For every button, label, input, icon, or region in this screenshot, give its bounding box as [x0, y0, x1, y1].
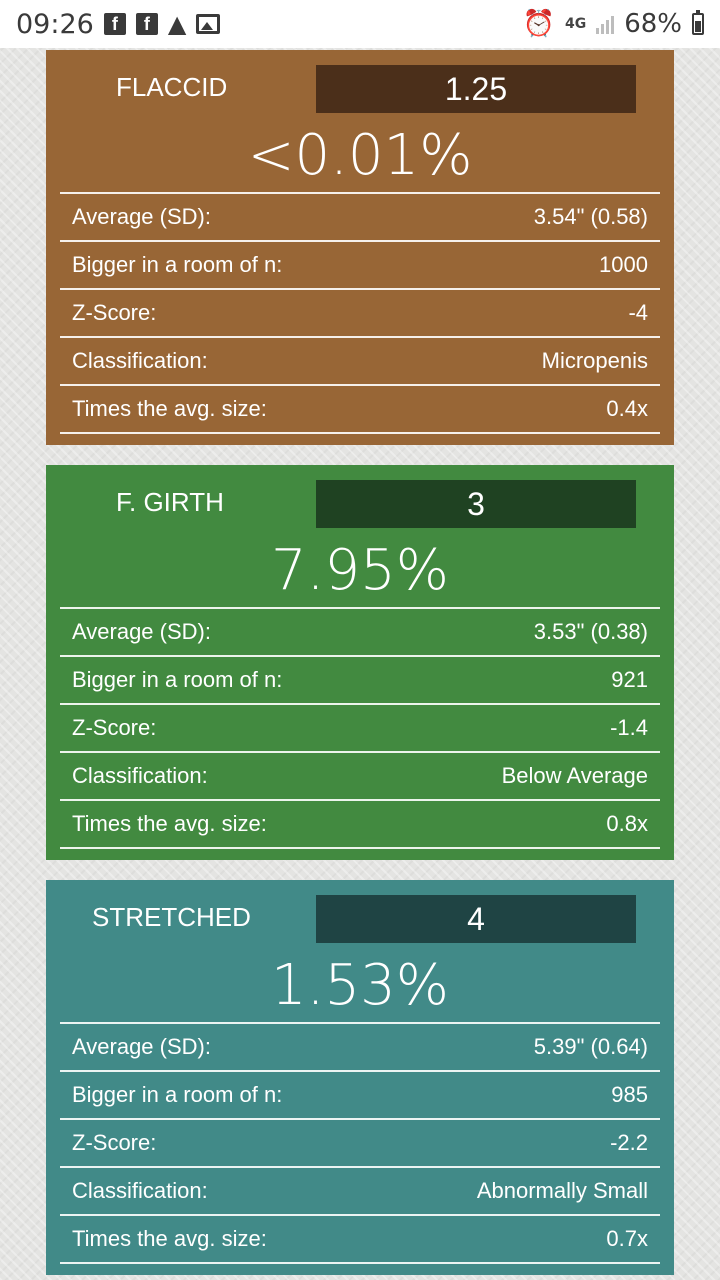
row-value: -1.4 [610, 715, 648, 740]
table-row: Times the avg. size: 0.4x [60, 386, 660, 434]
percentile-value: 1.53% [271, 953, 449, 1018]
alarm-icon: ⏰ [522, 9, 555, 39]
battery-icon [692, 10, 704, 35]
status-time: 09:26 [16, 8, 94, 40]
length-input[interactable]: 1.25 [316, 65, 636, 113]
row-label: Times the avg. size: [72, 396, 267, 421]
table-row: Z-Score: -2.2 [60, 1120, 660, 1168]
row-value: 0.8x [606, 811, 648, 836]
stats-table: Average (SD): 5.39" (0.64) Bigger in a ro… [60, 1022, 660, 1264]
row-label: Classification: [72, 1178, 208, 1203]
table-row: Z-Score: -4 [60, 290, 660, 338]
row-label: Bigger in a room of n: [72, 252, 283, 277]
row-value: Abnormally Small [476, 1178, 648, 1203]
row-value: 3.54" (0.58) [533, 204, 648, 229]
row-label: Bigger in a room of n: [72, 667, 283, 692]
row-label: Average (SD): [72, 204, 211, 229]
row-value: -4 [628, 300, 648, 325]
card-label: FLACCID [116, 72, 228, 102]
battery-percent: 68% [624, 9, 682, 39]
table-row: Classification: Abnormally Small [60, 1168, 660, 1216]
table-row: Bigger in a room of n: 1000 [60, 242, 660, 290]
row-label: Times the avg. size: [72, 811, 267, 836]
table-row: Average (SD): 5.39" (0.64) [60, 1024, 660, 1072]
row-label: Average (SD): [72, 1034, 211, 1059]
row-value: Micropenis [541, 348, 648, 373]
percentile-value: <0.01% [247, 123, 473, 188]
stats-table: Average (SD): 3.53" (0.38) Bigger in a ro… [60, 607, 660, 849]
stretched-card: STRETCHED 4 1.53% Average (SD): 5.39" (0.… [46, 880, 674, 1275]
row-value: 1000 [599, 252, 648, 277]
row-value: 0.4x [606, 396, 648, 421]
row-label: Times the avg. size: [72, 1226, 267, 1251]
card-label: STRETCHED [92, 902, 251, 932]
table-row: Bigger in a room of n: 985 [60, 1072, 660, 1120]
girth-card: F. GIRTH 3 7.95% Average (SD): 3.53" (0.3… [46, 465, 674, 860]
table-row: Classification: Micropenis [60, 338, 660, 386]
row-label: Z-Score: [72, 300, 157, 325]
stats-table: Average (SD): 3.54" (0.58) Bigger in a ro… [60, 192, 660, 434]
network-type: 4G [564, 16, 587, 32]
signal-icon [596, 14, 615, 34]
table-row: Z-Score: -1.4 [60, 705, 660, 753]
status-bar: 09:26 f f ▲ ⏰ 4G 68% [0, 0, 720, 48]
warning-icon: ▲ [167, 10, 187, 38]
stretched-length-input[interactable]: 4 [316, 895, 636, 943]
row-label: Z-Score: [72, 1130, 157, 1155]
row-value: 3.53" (0.38) [533, 619, 648, 644]
table-row: Average (SD): 3.54" (0.58) [60, 194, 660, 242]
row-label: Average (SD): [72, 619, 211, 644]
table-row: Classification: Below Average [60, 753, 660, 801]
table-row: Times the avg. size: 0.8x [60, 801, 660, 849]
flaccid-card: FLACCID 1.25 <0.01% Average (SD): 3.54" (… [46, 50, 674, 445]
row-value: 0.7x [606, 1226, 648, 1251]
table-row: Times the avg. size: 0.7x [60, 1216, 660, 1264]
row-label: Classification: [72, 348, 208, 373]
image-icon [196, 14, 221, 34]
row-label: Z-Score: [72, 715, 157, 740]
table-row: Bigger in a room of n: 921 [60, 657, 660, 705]
facebook-icon: f [135, 13, 158, 35]
facebook-icon: f [103, 13, 126, 35]
row-value: Below Average [501, 763, 648, 788]
row-value: 5.39" (0.64) [533, 1034, 648, 1059]
card-label: F. GIRTH [116, 487, 224, 517]
girth-input[interactable]: 3 [316, 480, 636, 528]
row-value: -2.2 [610, 1130, 648, 1155]
percentile-value: 7.95% [271, 538, 449, 603]
table-row: Average (SD): 3.53" (0.38) [60, 609, 660, 657]
row-value: 985 [611, 1082, 648, 1107]
row-label: Bigger in a room of n: [72, 1082, 283, 1107]
row-label: Classification: [72, 763, 208, 788]
row-value: 921 [611, 667, 648, 692]
